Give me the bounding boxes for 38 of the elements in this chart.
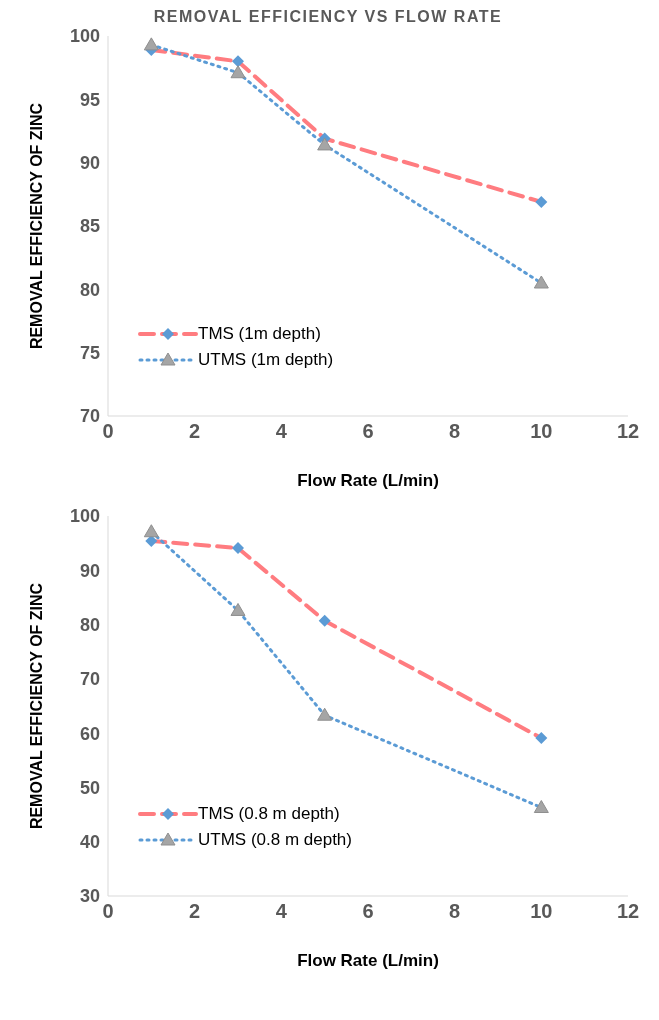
legend-label: TMS (0.8 m depth) <box>198 804 340 824</box>
x-tick-label: 10 <box>530 900 553 923</box>
y-tick-label: 90 <box>79 560 100 581</box>
y-tick-label: 70 <box>79 669 100 690</box>
y-tick-label: 40 <box>79 832 100 853</box>
legend-label: TMS (1m depth) <box>198 324 321 344</box>
y-tick-label: 50 <box>79 777 100 798</box>
legend-label: UTMS (1m depth) <box>198 350 334 370</box>
x-tick-label: 6 <box>362 420 374 443</box>
y-tick-label: 75 <box>79 343 100 364</box>
x-tick-label: 2 <box>189 420 201 443</box>
x-tick-label: 0 <box>102 900 114 923</box>
y-tick-label: 70 <box>79 406 100 427</box>
x-tick-label: 4 <box>275 900 288 923</box>
x-tick-label: 12 <box>616 900 640 923</box>
x-axis-title: Flow Rate (L/min) <box>297 951 439 970</box>
x-tick-label: 12 <box>616 420 640 443</box>
y-tick-label: 95 <box>79 89 100 110</box>
legend-label: UTMS (0.8 m depth) <box>198 830 352 850</box>
y-tick-label: 100 <box>69 506 100 527</box>
y-tick-label: 60 <box>79 723 100 744</box>
y-tick-label: 30 <box>79 886 100 907</box>
y-tick-label: 80 <box>79 279 100 300</box>
x-tick-label: 4 <box>275 420 288 443</box>
x-tick-label: 10 <box>530 420 553 443</box>
y-tick-label: 90 <box>79 153 100 174</box>
y-tick-label: 100 <box>69 26 100 47</box>
x-tick-label: 8 <box>449 420 461 443</box>
y-axis-title: REMOVAL EFFICIENCY OF ZINC <box>27 102 45 350</box>
x-tick-label: 6 <box>362 900 374 923</box>
y-tick-label: 85 <box>79 216 100 237</box>
y-axis-title: REMOVAL EFFICIENCY OF ZINC <box>27 582 45 830</box>
x-axis-title: Flow Rate (L/min) <box>297 471 439 490</box>
y-tick-label: 80 <box>79 614 100 635</box>
chart-title: REMOVAL EFFICIENCY VS FLOW RATE <box>152 8 504 26</box>
x-tick-label: 0 <box>102 420 114 443</box>
x-tick-label: 2 <box>189 900 201 923</box>
x-tick-label: 8 <box>449 900 461 923</box>
